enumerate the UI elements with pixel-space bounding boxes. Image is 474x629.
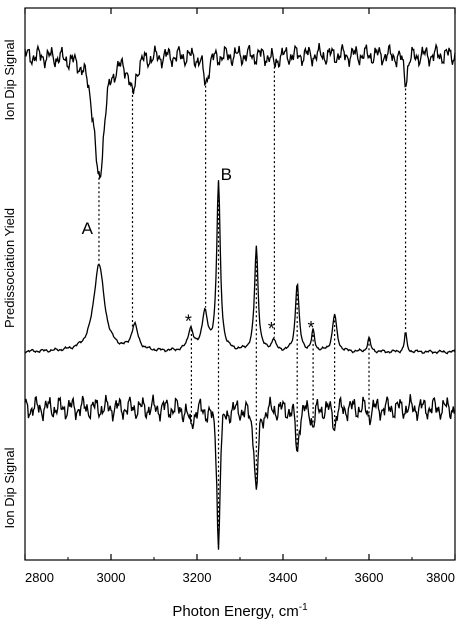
y-label-top: Ion Dip Signal xyxy=(2,39,17,120)
x-tick-label-3: 3400 xyxy=(269,570,298,585)
x-tick-label-0: 2800 xyxy=(25,570,54,585)
annotation-1: B xyxy=(221,165,232,184)
y-label-middle: Predissociation Yield xyxy=(2,208,17,328)
series-line-2 xyxy=(24,394,456,550)
dotted-correlation-lines xyxy=(98,66,407,548)
spectrum-traces xyxy=(24,42,456,550)
x-axis-title: Photon Energy, cm-1 xyxy=(172,602,308,620)
x-axis-title-superscript: -1 xyxy=(299,602,308,613)
series-line-0 xyxy=(24,42,456,180)
x-axis-title-text: Photon Energy, cm xyxy=(172,603,298,620)
series-line-1 xyxy=(24,180,456,355)
annotation-4: * xyxy=(307,318,314,338)
x-axis-ticks: 2800 3000 3200 3400 3600 3800 xyxy=(24,8,456,585)
peak-annotations: A B * * * xyxy=(82,165,315,339)
y-label-bottom: Ion Dip Signal xyxy=(2,447,17,528)
annotation-3: * xyxy=(268,319,275,339)
x-tick-label-4: 3600 xyxy=(355,570,384,585)
x-tick-label-5: 3800 xyxy=(426,570,455,585)
x-tick-label-2: 3200 xyxy=(183,570,212,585)
annotation-0: A xyxy=(82,219,94,238)
annotation-2: * xyxy=(185,311,192,331)
x-tick-label-1: 3000 xyxy=(97,570,126,585)
